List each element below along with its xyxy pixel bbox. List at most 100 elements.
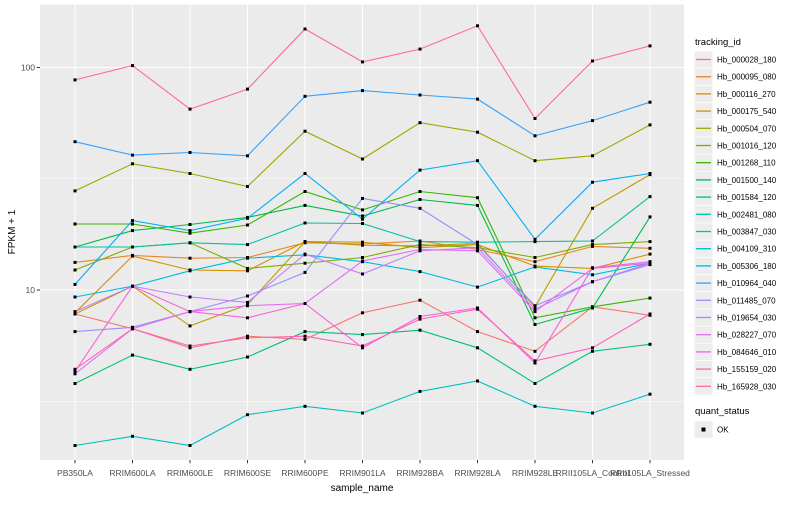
data-point — [361, 60, 364, 64]
data-point — [303, 261, 307, 265]
data-point — [476, 307, 479, 311]
data-point — [533, 256, 537, 259]
legend-item-label: Hb_000175_540 — [717, 107, 777, 116]
data-point — [361, 217, 364, 221]
legend-title-quant-status: quant_status — [695, 406, 750, 417]
data-point — [73, 370, 77, 374]
data-point — [533, 310, 537, 314]
data-point — [591, 244, 594, 248]
legend-item-label: Hb_155159_020 — [717, 365, 777, 374]
data-point — [188, 444, 192, 447]
data-point — [648, 392, 652, 396]
data-point — [303, 302, 307, 305]
data-point — [188, 223, 192, 226]
data-point — [73, 310, 77, 314]
data-point — [73, 372, 77, 376]
data-point — [361, 259, 364, 263]
data-point — [591, 266, 594, 270]
data-point — [418, 246, 422, 250]
data-point — [418, 243, 422, 247]
x-tick-label: RRIM600LE — [167, 468, 214, 478]
data-point — [648, 100, 652, 104]
legend-item-label: Hb_000504_070 — [717, 124, 777, 133]
data-point — [246, 413, 249, 417]
data-point — [303, 334, 307, 338]
data-point — [188, 231, 192, 235]
data-point — [73, 268, 77, 272]
axes: PB350LA RRIM600LA RRIM600LE RRIM600SE RRIM60… — [21, 63, 690, 479]
x-tick-label: RRIM600LA — [109, 468, 156, 478]
data-point — [73, 382, 77, 385]
legend-item-label: Hb_004109_310 — [717, 245, 777, 254]
data-point — [188, 324, 192, 328]
data-point — [418, 47, 422, 51]
data-point — [246, 300, 249, 304]
legend-item-label: Hb_010964_040 — [717, 279, 777, 288]
data-point — [361, 411, 364, 415]
data-point — [188, 172, 192, 175]
data-point — [303, 221, 307, 225]
data-point — [303, 330, 307, 334]
y-axis-title: FPKM + 1 — [7, 209, 18, 254]
data-point — [246, 256, 249, 260]
data-point — [73, 312, 77, 316]
legend-item-label: Hb_002481_080 — [717, 210, 777, 219]
legend-item-label: Hb_165928_030 — [717, 382, 777, 391]
data-point — [303, 203, 307, 207]
data-point — [418, 206, 422, 210]
data-point — [73, 444, 77, 447]
x-tick-label: RRII105LA_Stressed — [610, 468, 690, 478]
data-point — [418, 121, 422, 125]
data-point — [591, 239, 594, 243]
data-point — [361, 89, 364, 93]
data-point — [246, 355, 249, 359]
data-point — [246, 294, 249, 298]
data-point — [73, 78, 77, 82]
data-point — [648, 215, 652, 219]
data-point — [303, 404, 307, 408]
data-point — [591, 306, 594, 310]
data-point — [131, 254, 134, 258]
data-point — [188, 344, 192, 348]
data-point — [361, 243, 364, 247]
data-point — [418, 248, 422, 251]
data-point — [533, 159, 537, 163]
data-point — [591, 411, 594, 415]
data-point — [591, 154, 594, 158]
data-point — [418, 298, 422, 302]
data-point — [648, 195, 652, 199]
data-point — [648, 252, 652, 256]
data-point — [476, 24, 479, 28]
panel-background — [40, 4, 684, 460]
data-point — [533, 359, 537, 363]
data-point — [73, 282, 77, 286]
x-tick-label: RRIM600PE — [281, 468, 329, 478]
data-point — [361, 240, 364, 244]
data-point — [591, 119, 594, 123]
data-point — [246, 87, 249, 91]
y-tick-label: 10 — [26, 285, 36, 295]
data-point — [188, 107, 192, 111]
data-point — [246, 304, 249, 308]
data-point — [131, 64, 134, 68]
data-point — [361, 346, 364, 350]
data-point — [188, 229, 192, 233]
data-point — [361, 311, 364, 315]
data-point — [361, 272, 364, 276]
x-tick-label: RRIM928BA — [396, 468, 444, 478]
data-point — [418, 328, 422, 332]
x-tick-label: PB350LA — [57, 468, 93, 478]
data-point — [131, 219, 134, 223]
data-point — [533, 349, 537, 353]
data-point — [533, 404, 537, 408]
data-point — [533, 361, 537, 365]
data-point — [361, 196, 364, 200]
data-point — [591, 280, 594, 284]
data-point — [591, 243, 594, 247]
data-point — [188, 151, 192, 154]
data-point — [246, 334, 249, 338]
data-point — [476, 243, 479, 247]
data-point — [188, 367, 192, 371]
data-point — [73, 189, 77, 193]
data-point — [648, 240, 652, 244]
